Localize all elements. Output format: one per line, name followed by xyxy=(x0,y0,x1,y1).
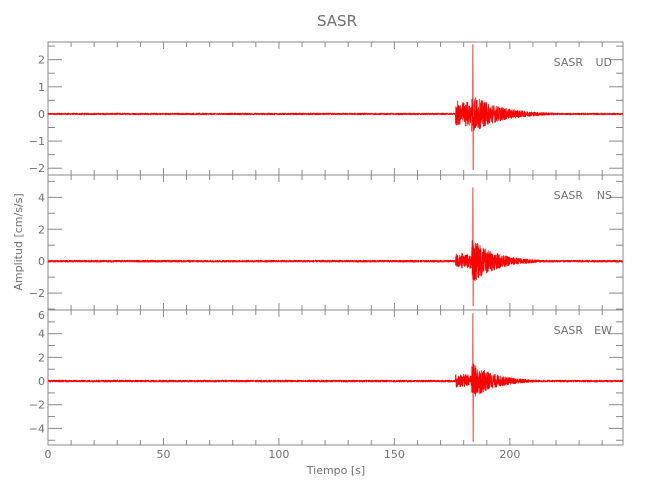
y-tick-label: 2 xyxy=(38,54,45,67)
x-tick-label: 0 xyxy=(45,448,52,461)
y-tick-label: 2 xyxy=(38,223,45,236)
station-label: SASR xyxy=(554,189,584,202)
y-tick-label: 0 xyxy=(38,108,45,121)
x-tick-label: 150 xyxy=(384,448,405,461)
x-tick-label: 200 xyxy=(499,448,520,461)
panel-frame xyxy=(47,174,624,311)
panel-frame xyxy=(47,41,624,176)
panel-ud: −2 −1 0 1 2 SASR UD xyxy=(29,41,624,176)
y-tick-label: 0 xyxy=(38,255,45,268)
y-tick-label: −2 xyxy=(29,162,45,175)
panel-frame xyxy=(47,309,624,446)
y-tick-label: 4 xyxy=(38,191,45,204)
y-tick-label: 1 xyxy=(38,81,45,94)
panel-ns: −2 0 2 4 SASR NS xyxy=(29,174,624,311)
component-label: NS xyxy=(597,189,612,202)
y-tick-label: −4 xyxy=(29,422,45,435)
y-tick-label: 6 xyxy=(38,309,45,322)
waveform-ew xyxy=(47,313,624,442)
y-axis-label: Amplitud [cm/s/s] xyxy=(12,193,25,290)
component-label: UD xyxy=(595,56,612,69)
x-tick-label: 100 xyxy=(268,448,289,461)
waveform-ns xyxy=(47,187,624,307)
y-tick-label: −1 xyxy=(29,135,45,148)
x-axis-label: Tiempo [s] xyxy=(306,464,365,477)
station-label: SASR xyxy=(554,324,584,337)
station-label: SASR xyxy=(554,56,584,69)
y-tick-label: 4 xyxy=(38,328,45,341)
y-tick-label: 2 xyxy=(38,351,45,364)
component-label: EW xyxy=(594,324,612,337)
y-tick-label: −2 xyxy=(29,399,45,412)
y-tick-label: −2 xyxy=(29,287,45,300)
panel-ew: −4 −2 0 2 4 6 SASR EW xyxy=(29,309,624,446)
y-tick-label: 0 xyxy=(38,375,45,388)
waveform-ud xyxy=(47,44,624,170)
chart-title: SASR xyxy=(317,12,357,30)
x-tick-label: 50 xyxy=(156,448,170,461)
